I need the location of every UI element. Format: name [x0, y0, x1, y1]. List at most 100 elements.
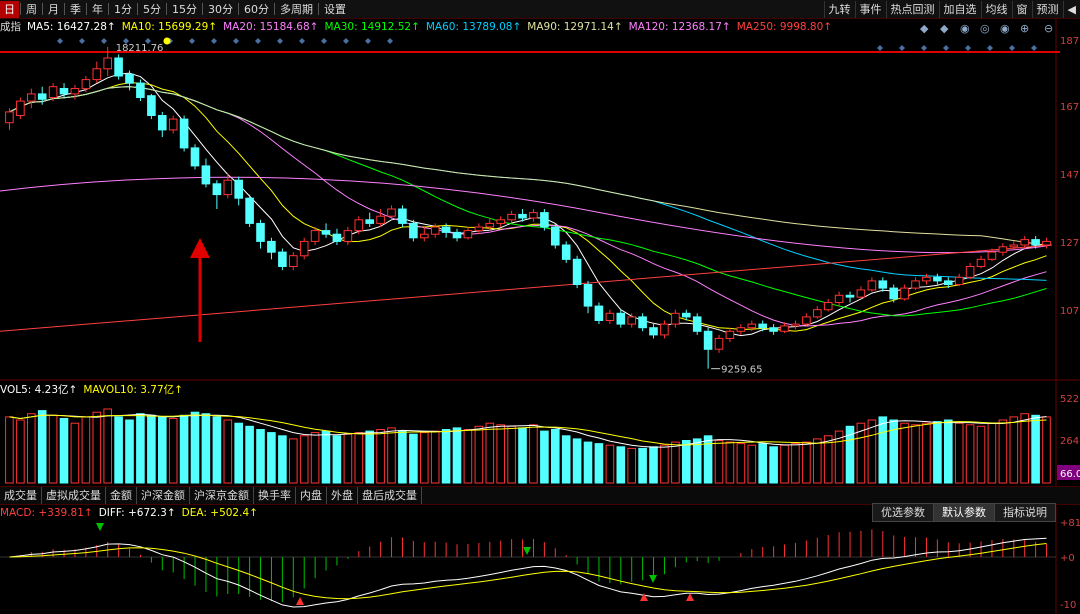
- marker-diamond: [79, 38, 85, 44]
- tool-button-1[interactable]: 事件: [854, 0, 886, 18]
- volume-bar: [190, 411, 200, 484]
- period-tab-8[interactable]: 30分: [208, 2, 233, 16]
- tool-button-2[interactable]: 热点回测: [885, 0, 939, 18]
- collapse-arrow-icon[interactable]: ◀: [1062, 0, 1080, 18]
- macd-tab-0[interactable]: 优选参数: [872, 503, 934, 522]
- period-tab-11[interactable]: 设置: [324, 2, 346, 16]
- period-tab-0[interactable]: 日: [0, 0, 19, 18]
- candle: [529, 212, 538, 219]
- candle: [518, 213, 527, 219]
- candle: [179, 118, 189, 149]
- candle: [583, 284, 593, 307]
- candle: [507, 213, 516, 221]
- golden-cross-arrow-icon: [686, 593, 694, 601]
- candle: [747, 323, 757, 329]
- volume-bar: [1009, 416, 1019, 484]
- separator: [137, 3, 138, 15]
- marker-diamond: [277, 38, 283, 44]
- volume-bar: [802, 441, 811, 484]
- marker-diamond: [943, 45, 949, 51]
- vol-tab-5[interactable]: 换手率: [254, 487, 296, 504]
- period-tab-9[interactable]: 60分: [244, 2, 269, 16]
- tool-button-4[interactable]: 均线: [980, 0, 1012, 18]
- volume-bar: [278, 435, 287, 484]
- candle: [441, 226, 451, 233]
- candle: [147, 95, 156, 116]
- volume-bar: [420, 432, 429, 484]
- vol-tab-6[interactable]: 内盘: [296, 487, 327, 504]
- volume-bar: [703, 435, 713, 484]
- separator: [86, 3, 87, 15]
- ma_legend-item-7: MA120: 12368.17↑: [628, 20, 731, 33]
- ma90-line: [9, 86, 1047, 246]
- volume-bar: [452, 427, 462, 484]
- vol-tab-2[interactable]: 金额: [106, 487, 137, 504]
- period-tab-1[interactable]: 周: [26, 2, 37, 16]
- vol-tab-4[interactable]: 沪深京金额: [190, 487, 254, 504]
- vol-tab-7[interactable]: 外盘: [327, 487, 358, 504]
- separator: [64, 3, 65, 15]
- separator: [202, 3, 203, 15]
- tool-button-5[interactable]: 窗: [1011, 0, 1032, 18]
- volume-bar: [430, 430, 440, 484]
- candle: [703, 330, 713, 350]
- arrow-head-icon: [190, 238, 210, 258]
- volume-bar: [168, 418, 178, 484]
- tool-button-3[interactable]: 加自选: [938, 0, 981, 18]
- tool-button-0[interactable]: 九转: [823, 0, 855, 18]
- volume-bar: [692, 438, 702, 484]
- marker-diamond: [211, 38, 217, 44]
- volume-bar: [179, 414, 189, 484]
- candle: [190, 147, 200, 167]
- volume-bar: [889, 419, 899, 484]
- volume-bar: [911, 424, 920, 484]
- candle: [485, 222, 495, 228]
- vol-tab-0[interactable]: 成交量: [0, 487, 42, 504]
- marker-diamond: [877, 45, 883, 51]
- period-tab-2[interactable]: 月: [48, 2, 59, 16]
- candle: [878, 280, 888, 289]
- marker-diamond: [255, 38, 261, 44]
- candle: [627, 316, 637, 325]
- marker-diamond: [101, 38, 107, 44]
- volume-bar: [103, 408, 113, 484]
- price-axis-label: 167: [1060, 102, 1079, 113]
- chart-tool-icon: ◆: [920, 22, 929, 35]
- volume-bar: [900, 422, 909, 484]
- ma250-line: [0, 244, 1053, 332]
- vol-legend: VOL5: 4.23亿↑ MAVOL10: 3.77亿↑: [0, 382, 189, 397]
- ma_legend-item-8: MA250: 9998.80↑: [736, 20, 833, 33]
- period-tab-10[interactable]: 多周期: [280, 2, 313, 16]
- period-tab-5[interactable]: 1分: [114, 2, 132, 16]
- candle: [605, 312, 615, 321]
- candle: [168, 118, 178, 131]
- candle: [223, 179, 233, 196]
- volume-bar: [551, 429, 560, 484]
- volume-bar: [780, 444, 789, 484]
- separator: [108, 3, 109, 15]
- volume-bar: [714, 440, 724, 484]
- period-tab-7[interactable]: 15分: [172, 2, 197, 16]
- macd-legend: MACD: +339.81↑ DIFF: +672.3↑ DEA: +502.4↑: [0, 505, 1080, 521]
- vol-tab-8[interactable]: 盘后成交量: [358, 487, 422, 504]
- tool-button-6[interactable]: 预测: [1031, 0, 1063, 18]
- period-tab-6[interactable]: 5分: [143, 2, 161, 16]
- macd-tab-1[interactable]: 默认参数: [933, 503, 995, 522]
- candle: [267, 240, 276, 253]
- period-tab-4[interactable]: 年: [92, 2, 103, 16]
- macd-tab-2[interactable]: 指标说明: [994, 503, 1056, 522]
- marker-diamond: [343, 38, 349, 44]
- macd-axis-label: +0: [1060, 553, 1075, 564]
- period-tab-3[interactable]: 季: [70, 2, 81, 16]
- right-toolbar: 九转 事件 热点回测 加自选 均线窗预测 ◀: [823, 0, 1080, 18]
- vol-tab-1[interactable]: 虚拟成交量: [42, 487, 106, 504]
- volume-bar: [507, 425, 516, 484]
- vol-axis-label: 264: [1060, 436, 1079, 447]
- volume-bar: [212, 416, 222, 484]
- ma-legend: 成指 MA5: 16427.28↑ MA10: 15699.29↑ MA20: 151…: [0, 18, 1080, 35]
- vol-tab-3[interactable]: 沪深金额: [137, 487, 190, 504]
- volume-bar: [638, 447, 647, 484]
- marker-diamond: [899, 45, 905, 51]
- candle: [398, 208, 407, 224]
